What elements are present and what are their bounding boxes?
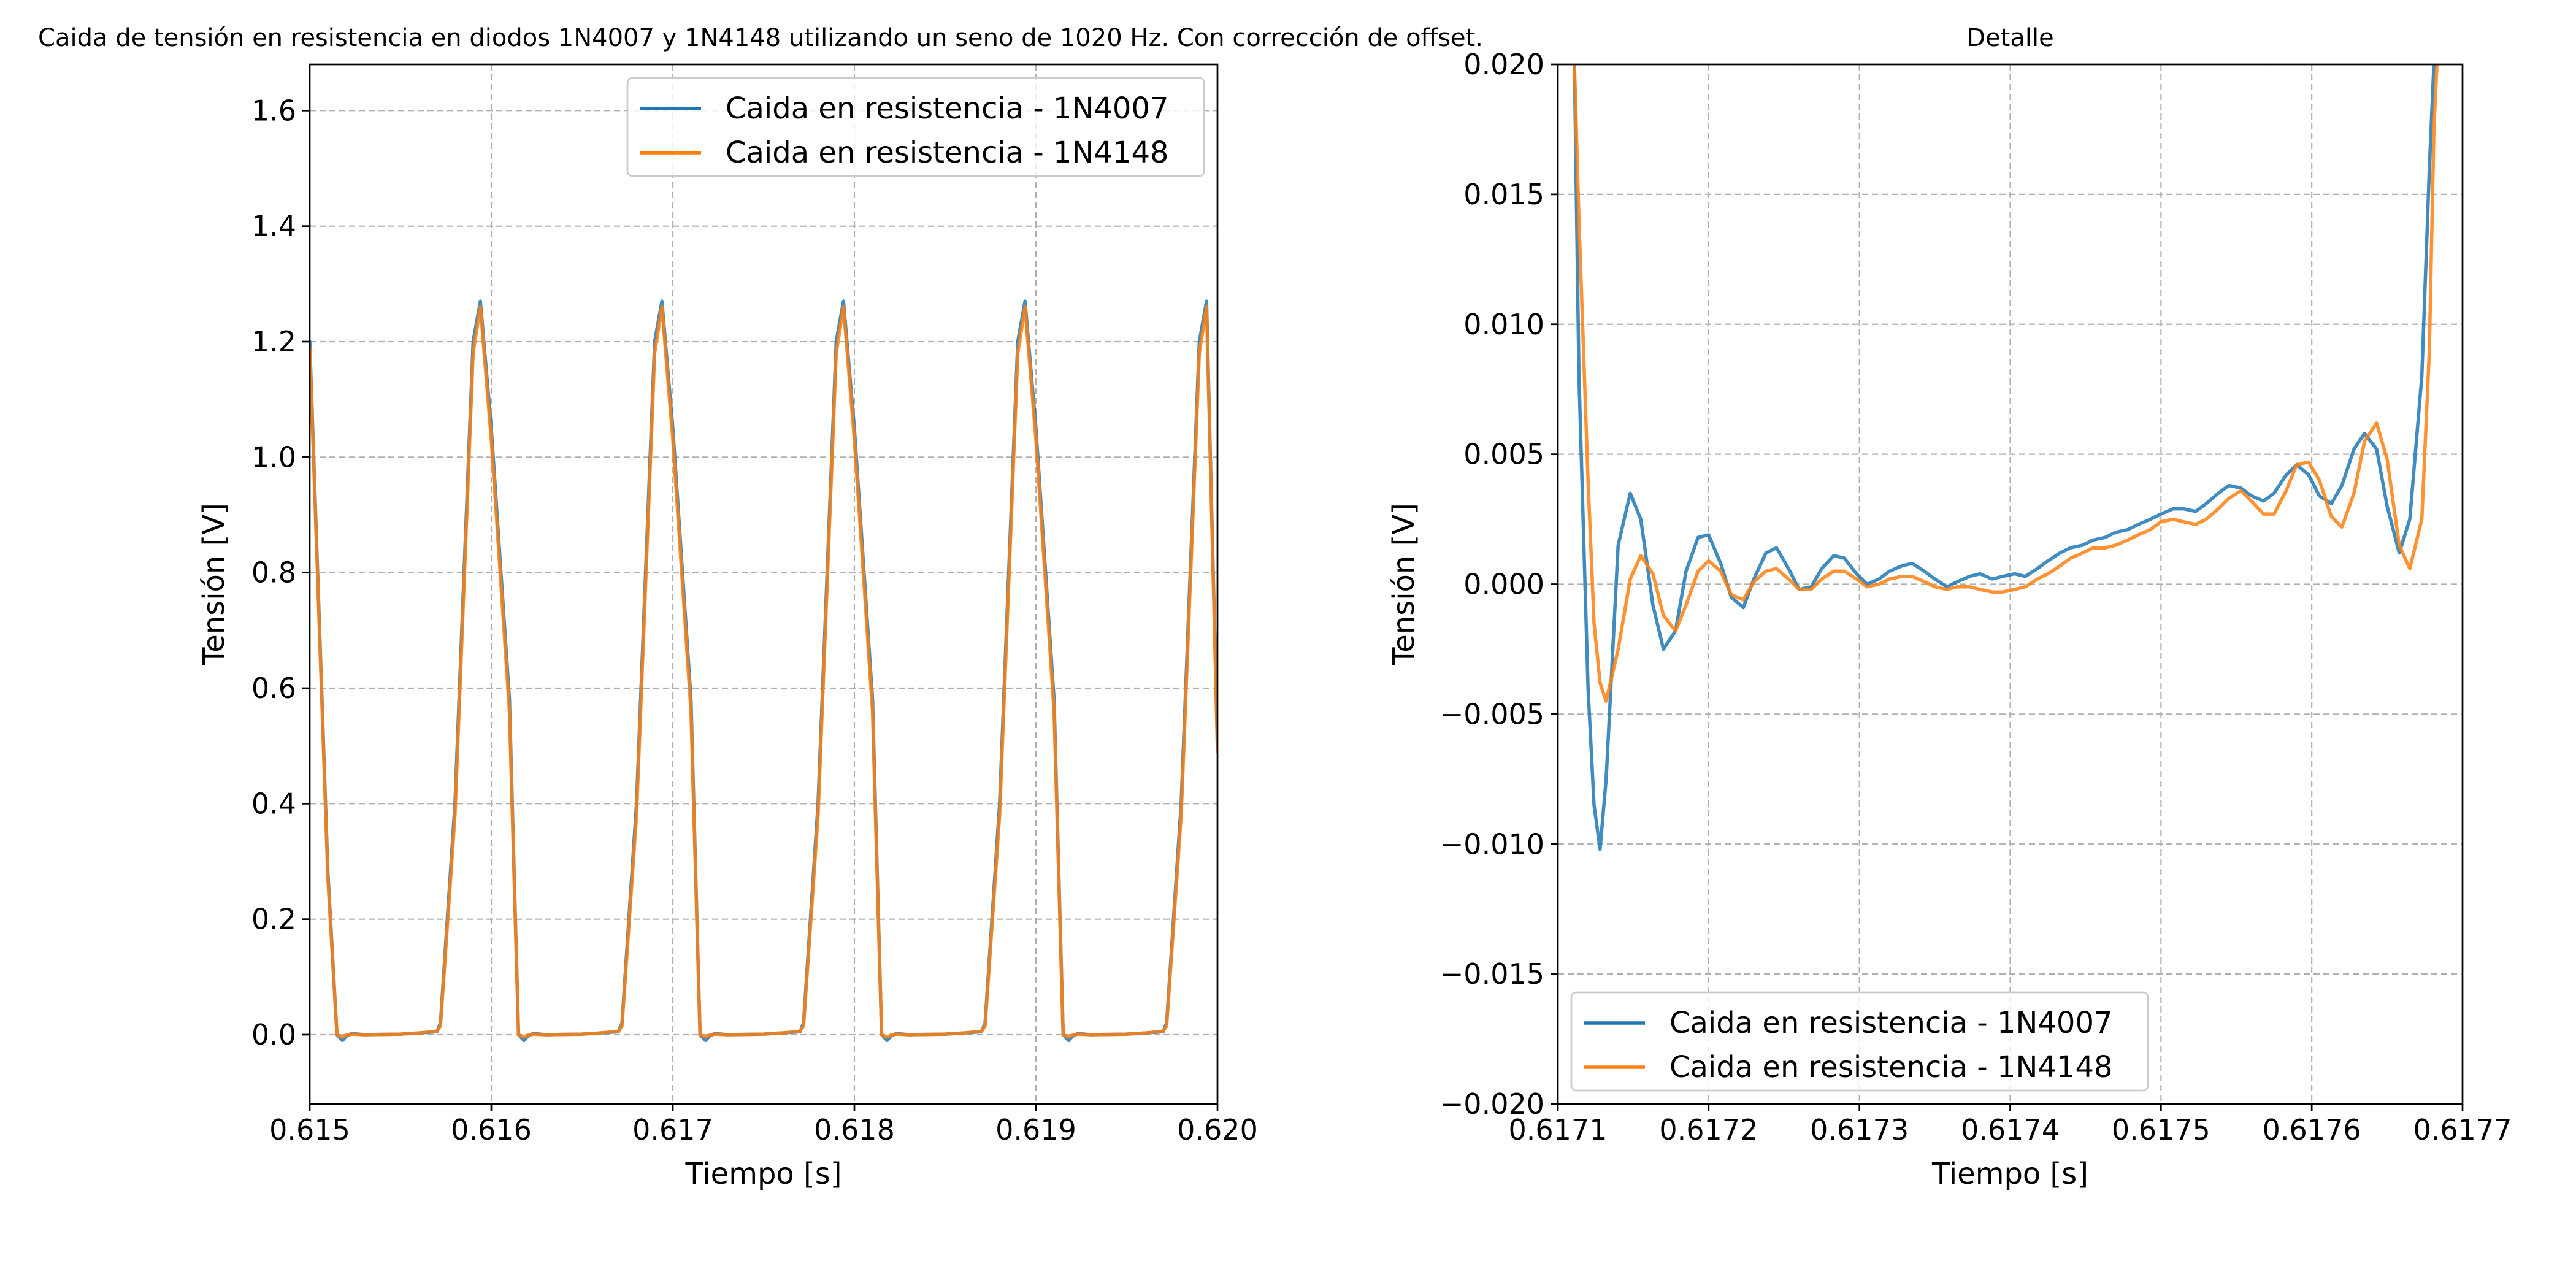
x-tick-label: 0.618	[814, 1113, 895, 1146]
y-axis-label: Tensión [V]	[197, 503, 231, 666]
y-tick-label: 1.6	[251, 94, 296, 127]
y-tick-label: 0.4	[251, 787, 296, 820]
y-tick-label: 0.015	[1463, 178, 1544, 211]
axes-frame	[309, 63, 1219, 1105]
y-tick-label: 1.2	[251, 325, 296, 358]
x-tick-label: 0.619	[995, 1113, 1076, 1146]
chart-detail: 0.6171 0.6172 0.6173 0.6174 0.6175 0.6176 0.61…	[1387, 24, 2512, 1191]
legend-box	[626, 77, 1205, 177]
legend-box	[1570, 991, 2149, 1092]
x-tick-label: 0.6177	[2413, 1113, 2512, 1146]
x-tick-label: 0.617	[632, 1113, 713, 1146]
y-tick-label: 1.4	[251, 210, 296, 243]
x-tick-label: 0.6174	[1961, 1113, 2060, 1146]
y-tick-label: 0.2	[251, 903, 296, 936]
x-tick-label: 0.616	[451, 1113, 532, 1146]
legend-label: Caida en resistencia - 1N4148	[726, 136, 1169, 170]
x-tick-label: 0.615	[269, 1113, 350, 1146]
series-group	[310, 299, 1217, 1043]
series-line-1N4148	[1573, 64, 2439, 703]
y-tick-label: 1.0	[251, 440, 296, 473]
y-tick-label: 0.010	[1463, 308, 1544, 341]
chart-main: 0.615 0.616 0.617 0.618 0.619 0.620 0.0 0.2 0.4 0…	[197, 63, 1258, 1191]
y-tick-label: 0.8	[251, 556, 296, 589]
y-tick-label: −0.010	[1440, 827, 1544, 861]
chart-title: Detalle	[1966, 24, 2053, 52]
legend: Caida en resistencia - 1N4007 Caida en re…	[1570, 991, 2149, 1092]
figure-suptitle: Caida de tensión en resistencia en diodo…	[38, 24, 1483, 52]
x-tick-label: 0.6172	[1659, 1113, 1758, 1146]
x-tick-label: 0.6173	[1810, 1113, 1909, 1146]
legend: Caida en resistencia - 1N4007 Caida en re…	[626, 77, 1205, 177]
y-tick-label: 0.020	[1463, 48, 1544, 81]
y-tick-label: −0.020	[1440, 1087, 1544, 1121]
series-group	[1573, 64, 2439, 851]
y-axis-label: Tensión [V]	[1387, 503, 1421, 666]
y-tick-label: 0.000	[1463, 568, 1544, 601]
x-tick-label: 0.6176	[2263, 1113, 2361, 1146]
legend-label: Caida en resistencia - 1N4007	[1669, 1006, 2113, 1040]
y-tick-label: 0.0	[251, 1018, 296, 1051]
x-tick-label: 0.620	[1177, 1113, 1258, 1146]
y-tick-label: 0.6	[251, 672, 296, 705]
y-tick-label: 0.005	[1463, 438, 1544, 471]
series-line-1N4148	[310, 305, 1217, 1039]
x-axis-label: Tiempo [s]	[1931, 1157, 2088, 1191]
y-tick-label: −0.005	[1440, 697, 1544, 730]
legend-label: Caida en resistencia - 1N4148	[1669, 1050, 2113, 1084]
legend-label: Caida en resistencia - 1N4007	[726, 91, 1169, 126]
x-axis-label: Tiempo [s]	[684, 1157, 841, 1191]
x-tick-label: 0.6175	[2112, 1113, 2210, 1146]
x-tick-label: 0.6171	[1509, 1113, 1608, 1146]
y-tick-label: −0.015	[1440, 957, 1544, 991]
series-line-1N4007	[1573, 64, 2439, 851]
